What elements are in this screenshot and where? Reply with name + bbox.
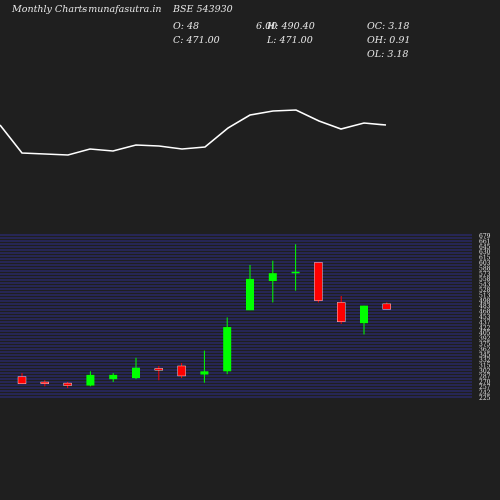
oh-value: OH: 0.91 [367,35,411,46]
y-tick-label: 573 [479,271,491,278]
site-name: - munafasutra.in [82,4,162,15]
moving-average-line [0,109,387,156]
y-tick-label: 468 [479,309,491,316]
y-tick-label: 302 [479,368,491,375]
candle-body [63,382,72,386]
y-tick-label: 603 [479,260,491,267]
y-tick-label: 498 [479,298,491,305]
y-tick-label: 225 [479,395,491,402]
candle-body [268,273,277,282]
y-tick-label: 437 [479,319,491,326]
high-value: H: 490.40 [267,21,315,32]
candle-body [109,374,118,380]
y-tick-label: 315 [479,363,491,370]
brand-title: Monthly Charts [12,4,88,15]
candle-body [200,371,209,375]
y-tick-label: 513 [479,292,491,299]
candle-body [337,302,346,322]
y-tick-label: 345 [479,352,491,359]
y-tick-label: 543 [479,282,491,289]
y-tick-label: 661 [479,238,490,245]
y-tick-label: 528 [479,287,491,294]
low-value: L: 471.00 [267,35,313,46]
close-value: C: 471.00 [173,35,220,46]
y-tick-label: 483 [479,303,491,310]
candle-body [154,368,164,371]
y-tick-label: 242 [479,390,491,397]
y-tick-label: 405 [479,330,491,337]
y-tick-label: 615 [479,255,491,262]
y-tick-label: 422 [479,325,491,332]
y-tick-label: 287 [479,373,491,380]
overlap-value: 6.00 [256,21,278,32]
oc-value: OC: 3.18 [367,21,410,32]
y-tick-label: 588 [479,265,491,272]
candle-body [223,327,232,372]
y-tick-label: 645 [479,244,491,251]
candle-body [246,278,254,311]
y-tick-label: 453 [479,314,491,321]
candle-body [382,303,391,310]
candle-body [291,271,300,274]
candle-body [177,365,186,377]
y-tick-label: 270 [479,379,491,386]
candle-body [314,262,323,301]
open-value: O: 48 [173,21,200,32]
symbol-label: BSE 543930 [173,4,233,15]
y-tick-label: 558 [479,276,491,283]
y-tick-label: 630 [479,249,491,256]
candle-body [132,367,140,379]
candle-body [360,305,368,324]
y-tick-label: 362 [479,346,491,353]
candle-body [40,381,49,384]
candle-body [86,374,95,386]
candle-body [17,376,27,384]
y-tick-label: 375 [479,341,491,348]
y-tick-label: 332 [479,357,491,364]
ol-value: OL: 3.18 [367,49,409,60]
y-tick-label: 679 [479,233,491,240]
y-tick-label: 257 [479,384,491,391]
y-tick-label: 392 [479,336,491,343]
